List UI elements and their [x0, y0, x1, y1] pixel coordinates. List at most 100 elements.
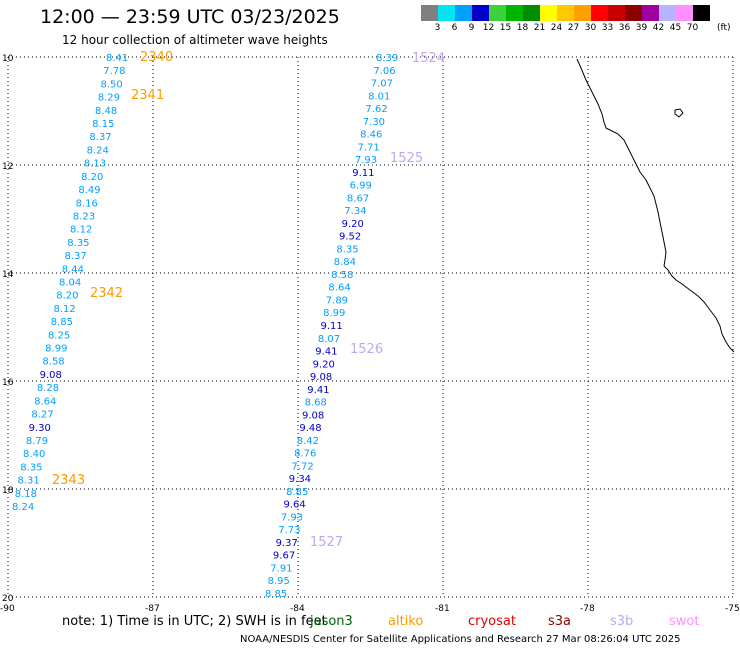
credit-line: NOAA/NESDIS Center for Satellite Applica… — [240, 634, 681, 645]
legend-label: 24 — [550, 23, 563, 33]
legend-swatch — [540, 5, 557, 21]
wave-height-label: 8.12 — [70, 225, 92, 236]
wave-height-label: 9.52 — [339, 232, 361, 243]
pass-id-label: 1527 — [310, 535, 343, 550]
lat-tick-label: 16 — [2, 378, 14, 388]
legend-swatch — [421, 5, 438, 21]
wave-height-label: 9.20 — [342, 219, 364, 230]
wave-height-label: 9.11 — [352, 168, 374, 179]
wave-height-label: 8.04 — [59, 278, 81, 289]
wave-height-label: 7.89 — [326, 295, 348, 306]
page-subtitle: 12 hour collection of altimeter wave hei… — [62, 33, 328, 47]
wave-height-label: 8.27 — [31, 410, 53, 421]
wave-height-label: 7.91 — [270, 563, 292, 574]
legend-label: 18 — [516, 23, 529, 33]
footer-note: note: 1) Time is in UTC; 2) SWH is in fe… — [62, 614, 327, 629]
wave-height-label: 9.11 — [321, 321, 343, 332]
legend-label: 39 — [635, 23, 648, 33]
wave-height-label: 8.13 — [84, 159, 106, 170]
pass-id-label: 1525 — [390, 151, 423, 166]
legend-swatch — [591, 5, 608, 21]
wave-height-label: 8.85 — [51, 317, 73, 328]
wave-height-label: 9.20 — [313, 359, 335, 370]
wave-height-label: 8.85 — [265, 589, 287, 600]
wave-height-label: 7.73 — [278, 525, 300, 536]
legend-swatch — [676, 5, 693, 21]
wave-height-label: 8.28 — [37, 383, 59, 394]
wave-height-label: 8.58 — [331, 270, 353, 281]
wave-height-label: 8.39 — [376, 53, 398, 64]
coastline — [576, 58, 735, 353]
legend-label: 30 — [584, 23, 597, 33]
legend-swatch — [489, 5, 506, 21]
wave-height-label: 8.35 — [67, 238, 89, 249]
legend-swatch — [693, 5, 710, 21]
wave-height-label: 8.31 — [18, 476, 40, 487]
legend-swatch — [659, 5, 676, 21]
wave-height-label: 8.44 — [62, 264, 84, 275]
wave-height-label: 9.30 — [29, 423, 51, 434]
legend-swatch — [455, 5, 472, 21]
wave-height-label: 8.99 — [323, 308, 345, 319]
wave-height-label: 8.76 — [294, 449, 316, 460]
lon-tick-label: -78 — [580, 604, 595, 614]
island-outline — [674, 108, 684, 118]
wave-height-label: 8.64 — [328, 283, 350, 294]
wave-height-label: 9.08 — [310, 372, 332, 383]
wave-height-label: 8.85 — [286, 487, 308, 498]
page-title: 12:00 — 23:59 UTC 03/23/2025 — [40, 6, 340, 28]
legend-swatch — [557, 5, 574, 21]
lat-tick-label: 14 — [2, 270, 14, 280]
wave-height-label: 8.29 — [98, 93, 120, 104]
pass-id-label: 2342 — [90, 286, 123, 301]
wave-height-label: 7.72 — [291, 461, 313, 472]
wave-height-label: 9.41 — [315, 347, 337, 358]
legend-label: 45 — [669, 23, 682, 33]
wave-height-label: 7.62 — [365, 104, 387, 115]
legend-swatch — [472, 5, 489, 21]
lat-tick-label: 12 — [2, 162, 13, 172]
lat-tick-label: 10 — [2, 54, 14, 64]
wave-height-label: 7.07 — [371, 79, 393, 90]
wave-height-label: 8.79 — [26, 436, 48, 447]
legend-swatch — [608, 5, 625, 21]
pass-id-label: 2343 — [52, 473, 85, 488]
wave-height-label: 9.37 — [276, 538, 298, 549]
wave-height-label: 8.24 — [12, 502, 34, 513]
wave-height-label: 8.35 — [20, 462, 42, 473]
lat-tick-label: 18 — [2, 486, 14, 496]
lon-tick-label: -84 — [290, 604, 305, 614]
wave-height-label: 8.49 — [78, 185, 100, 196]
wave-height-label: 8.07 — [318, 334, 340, 345]
legend-label: 33 — [601, 23, 614, 33]
wave-height-label: 9.08 — [302, 410, 324, 421]
legend-swatch — [625, 5, 642, 21]
wave-height-label: 8.46 — [360, 130, 382, 141]
wave-height-label: 8.12 — [53, 304, 75, 315]
legend-label: 9 — [468, 23, 475, 33]
wave-height-label: 9.41 — [307, 385, 329, 396]
pass-id-label: 2341 — [131, 88, 164, 103]
wave-height-label: 8.48 — [95, 106, 117, 117]
lat-tick-label: 20 — [2, 594, 14, 604]
wave-height-label: 9.08 — [40, 370, 62, 381]
lon-tick-label: -75 — [725, 604, 740, 614]
wave-height-label: 8.16 — [76, 198, 98, 209]
wave-height-label: 8.64 — [34, 396, 56, 407]
legend-swatch — [438, 5, 455, 21]
wave-height-label: 9.48 — [299, 423, 321, 434]
satellite-name: s3a — [548, 614, 572, 629]
wave-height-label: 8.41 — [106, 53, 128, 64]
legend-unit: (ft) — [717, 23, 731, 33]
wave-height-label: 9.64 — [284, 500, 306, 511]
satellite-name: swot — [669, 614, 700, 629]
wave-height-label: 8.24 — [87, 145, 109, 156]
wave-height-label: 8.99 — [45, 344, 67, 355]
wave-height-label: 8.50 — [100, 79, 122, 90]
legend-label: 3 — [434, 23, 441, 33]
wave-height-label: 8.68 — [305, 398, 327, 409]
pass-id-label: 1526 — [350, 342, 383, 357]
lon-tick-label: -87 — [145, 604, 160, 614]
wave-height-label: 8.37 — [65, 251, 87, 262]
wave-height-label: 8.95 — [268, 576, 290, 587]
